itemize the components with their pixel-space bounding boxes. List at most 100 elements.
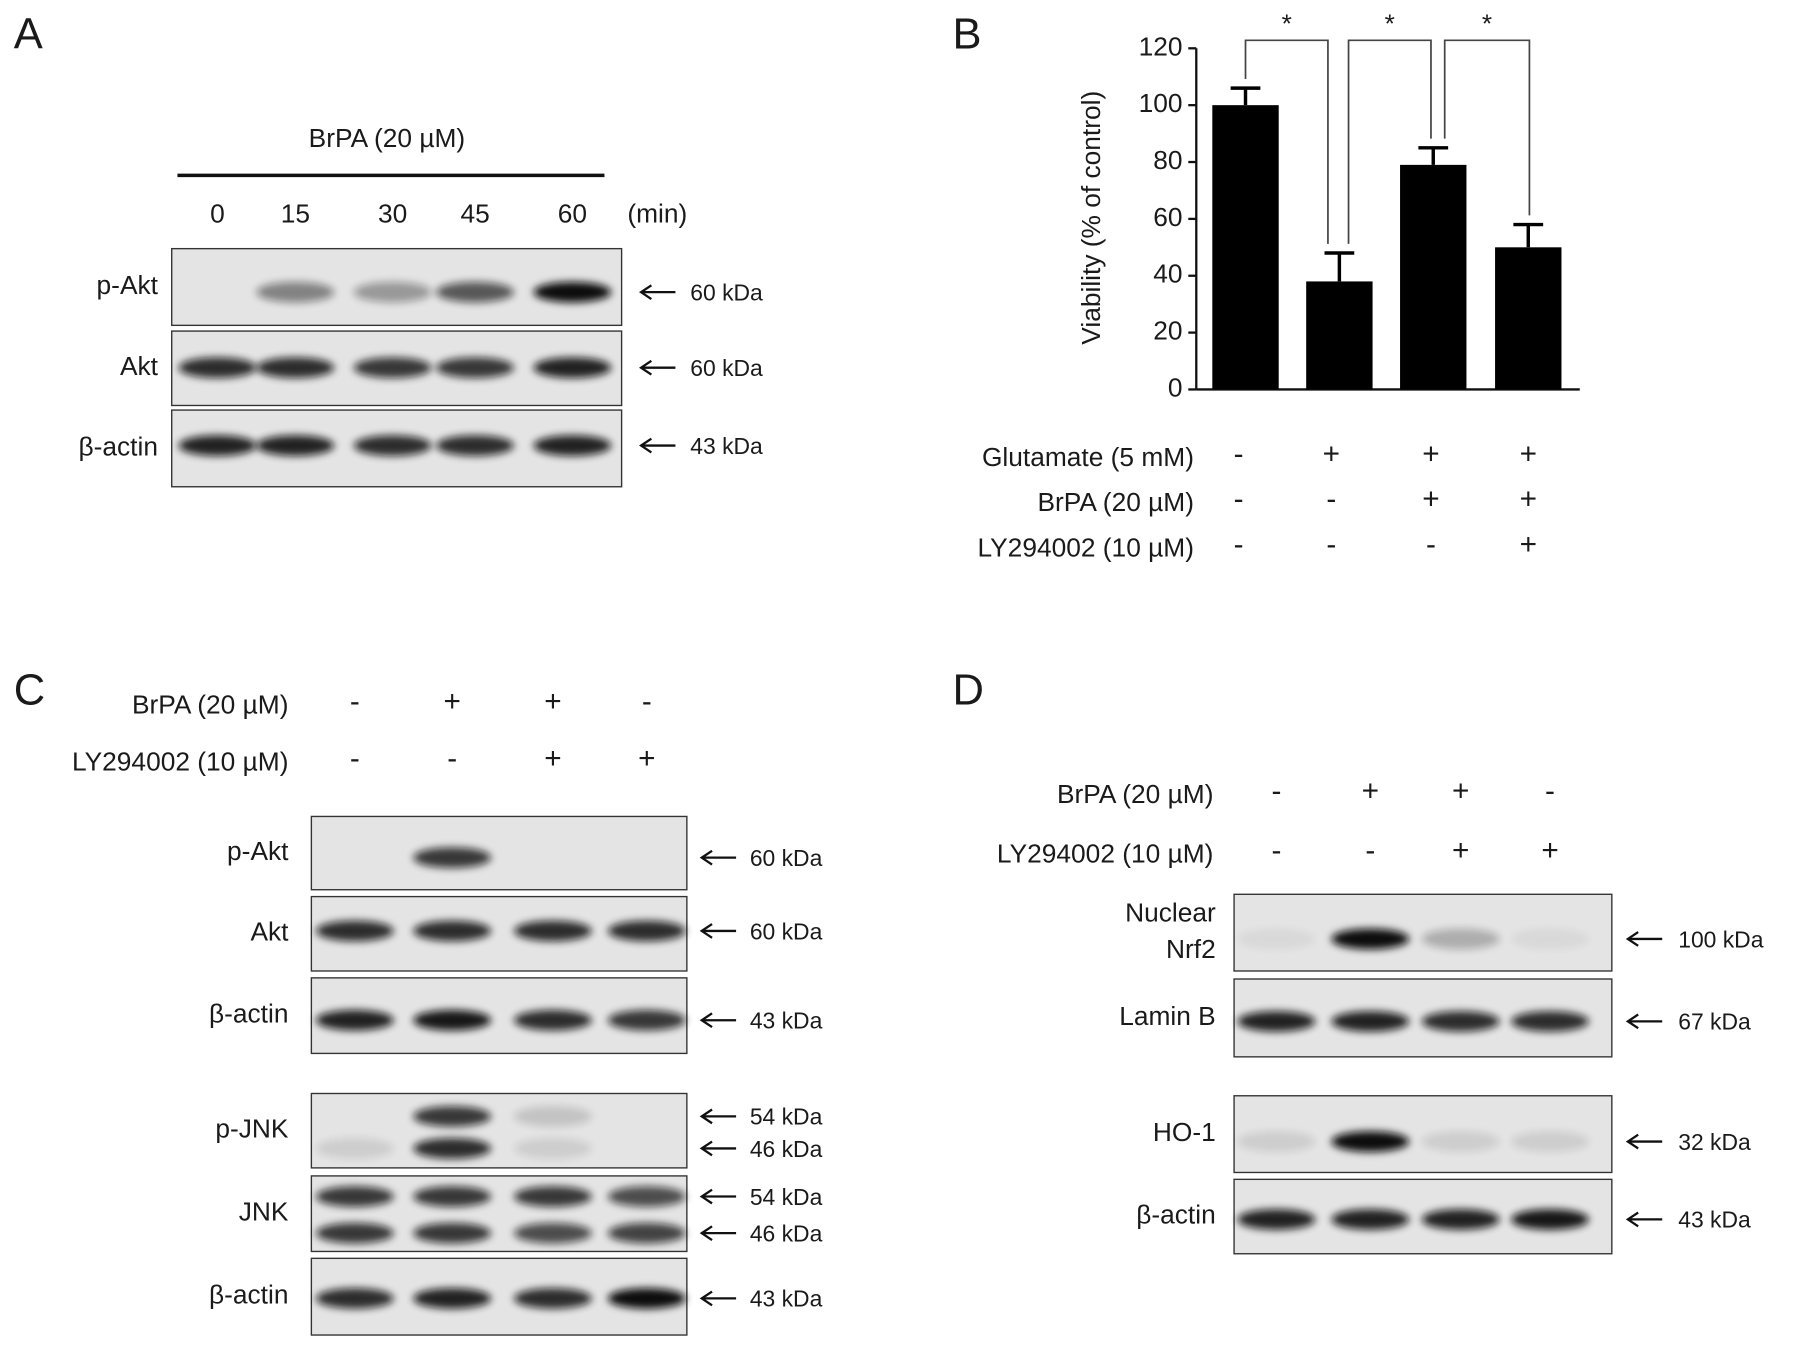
arrow-head (699, 1188, 713, 1205)
error-bar (1324, 251, 1355, 282)
band (413, 1222, 492, 1244)
size-label: 60 kDa (690, 355, 763, 381)
treatment-label: LY294002 (10 µM) (997, 838, 1214, 868)
band (413, 1106, 492, 1127)
band (1237, 1209, 1316, 1230)
arrow-head (699, 923, 713, 939)
arrow-head (639, 284, 653, 300)
treatment-mark: + (1362, 774, 1379, 807)
band (533, 435, 612, 456)
band (514, 920, 592, 942)
lane-label: 60 (558, 198, 587, 228)
treatment-mark: - (447, 742, 457, 775)
panel-letter: C (14, 666, 45, 714)
treatment-mark: - (642, 685, 652, 718)
bar (1495, 247, 1562, 390)
band (436, 435, 515, 456)
y-tick-label: 20 (1153, 316, 1182, 346)
band (413, 920, 492, 942)
blot-label: Nuclear (1125, 897, 1216, 927)
arrow-head (699, 1108, 713, 1125)
band (1331, 1131, 1410, 1152)
blot-label: β-actin (78, 431, 157, 461)
band (514, 1222, 592, 1244)
band (1331, 1011, 1410, 1032)
band (315, 1222, 394, 1244)
treatment-label: BrPA (20 µM) (1037, 487, 1194, 517)
blot-label: JNK (239, 1197, 289, 1227)
band (413, 1138, 492, 1159)
significance-bracket (1244, 39, 1329, 244)
band (315, 1186, 394, 1207)
arrow-head (1625, 1211, 1639, 1228)
band (514, 1009, 592, 1031)
band (413, 1009, 492, 1031)
treatment-mark: + (1520, 438, 1537, 471)
lane-unit: (min) (627, 198, 687, 228)
arrow-head (699, 1012, 713, 1029)
band (533, 281, 612, 303)
size-label: 54 kDa (750, 1104, 823, 1130)
treatment-mark: - (350, 685, 360, 718)
size-label: 54 kDa (750, 1184, 823, 1210)
size-label: 43 kDa (690, 433, 763, 459)
error-bar (1418, 146, 1449, 165)
band (1511, 1209, 1589, 1230)
size-label: 100 kDa (1678, 926, 1763, 952)
treatment-mark: + (638, 742, 655, 775)
panel-letter: B (952, 10, 981, 58)
y-tick-label: 80 (1153, 145, 1182, 175)
blot-label: p-JNK (215, 1114, 289, 1144)
y-tick-label: 100 (1139, 88, 1183, 118)
band (436, 281, 515, 303)
treatment-label: Glutamate (5 mM) (982, 442, 1194, 472)
lane-label: 45 (460, 198, 489, 228)
blot-label: p-Akt (97, 270, 159, 300)
significance-label: * (1482, 8, 1492, 38)
treatment-mark: - (1326, 528, 1336, 561)
significance-label: * (1385, 8, 1395, 38)
treatment-mark: - (1426, 528, 1436, 561)
band (178, 357, 257, 379)
band (1421, 928, 1500, 950)
band (1237, 1011, 1316, 1032)
band (315, 1288, 394, 1309)
y-tick-label: 0 (1168, 372, 1183, 402)
band (413, 1288, 492, 1309)
panel-letter: D (952, 666, 983, 714)
size-label: 60 kDa (750, 918, 823, 944)
treatment-mark: - (1271, 834, 1281, 867)
lane-label: 30 (378, 198, 407, 228)
blot-label: p-Akt (227, 836, 289, 866)
y-tick-label: 40 (1153, 259, 1182, 289)
band (353, 435, 432, 456)
size-label: 32 kDa (1678, 1129, 1751, 1155)
treatment-label: LY294002 (10 µM) (977, 533, 1194, 563)
bar (1306, 281, 1373, 390)
size-label: 46 kDa (750, 1220, 823, 1246)
treatment-label: BrPA (20 µM) (309, 123, 466, 153)
band (256, 435, 335, 456)
blot (310, 815, 688, 891)
band (315, 1009, 394, 1031)
treatment-mark: + (1422, 482, 1439, 515)
treatment-mark: - (1271, 774, 1281, 807)
band (436, 357, 515, 379)
band (1511, 928, 1589, 950)
band (353, 281, 432, 303)
treatment-mark: - (1545, 774, 1555, 807)
arrow-head (699, 849, 713, 866)
band (607, 1009, 686, 1031)
size-label: 60 kDa (690, 279, 763, 305)
arrow-head (1625, 1133, 1639, 1150)
treatment-mark: - (1234, 438, 1244, 471)
band (1421, 1131, 1500, 1152)
band (1421, 1011, 1500, 1032)
band (256, 357, 335, 379)
bar (1212, 105, 1279, 390)
treatment-mark: - (1365, 834, 1375, 867)
band (1331, 1209, 1410, 1230)
band (514, 1106, 592, 1127)
band (256, 281, 335, 303)
